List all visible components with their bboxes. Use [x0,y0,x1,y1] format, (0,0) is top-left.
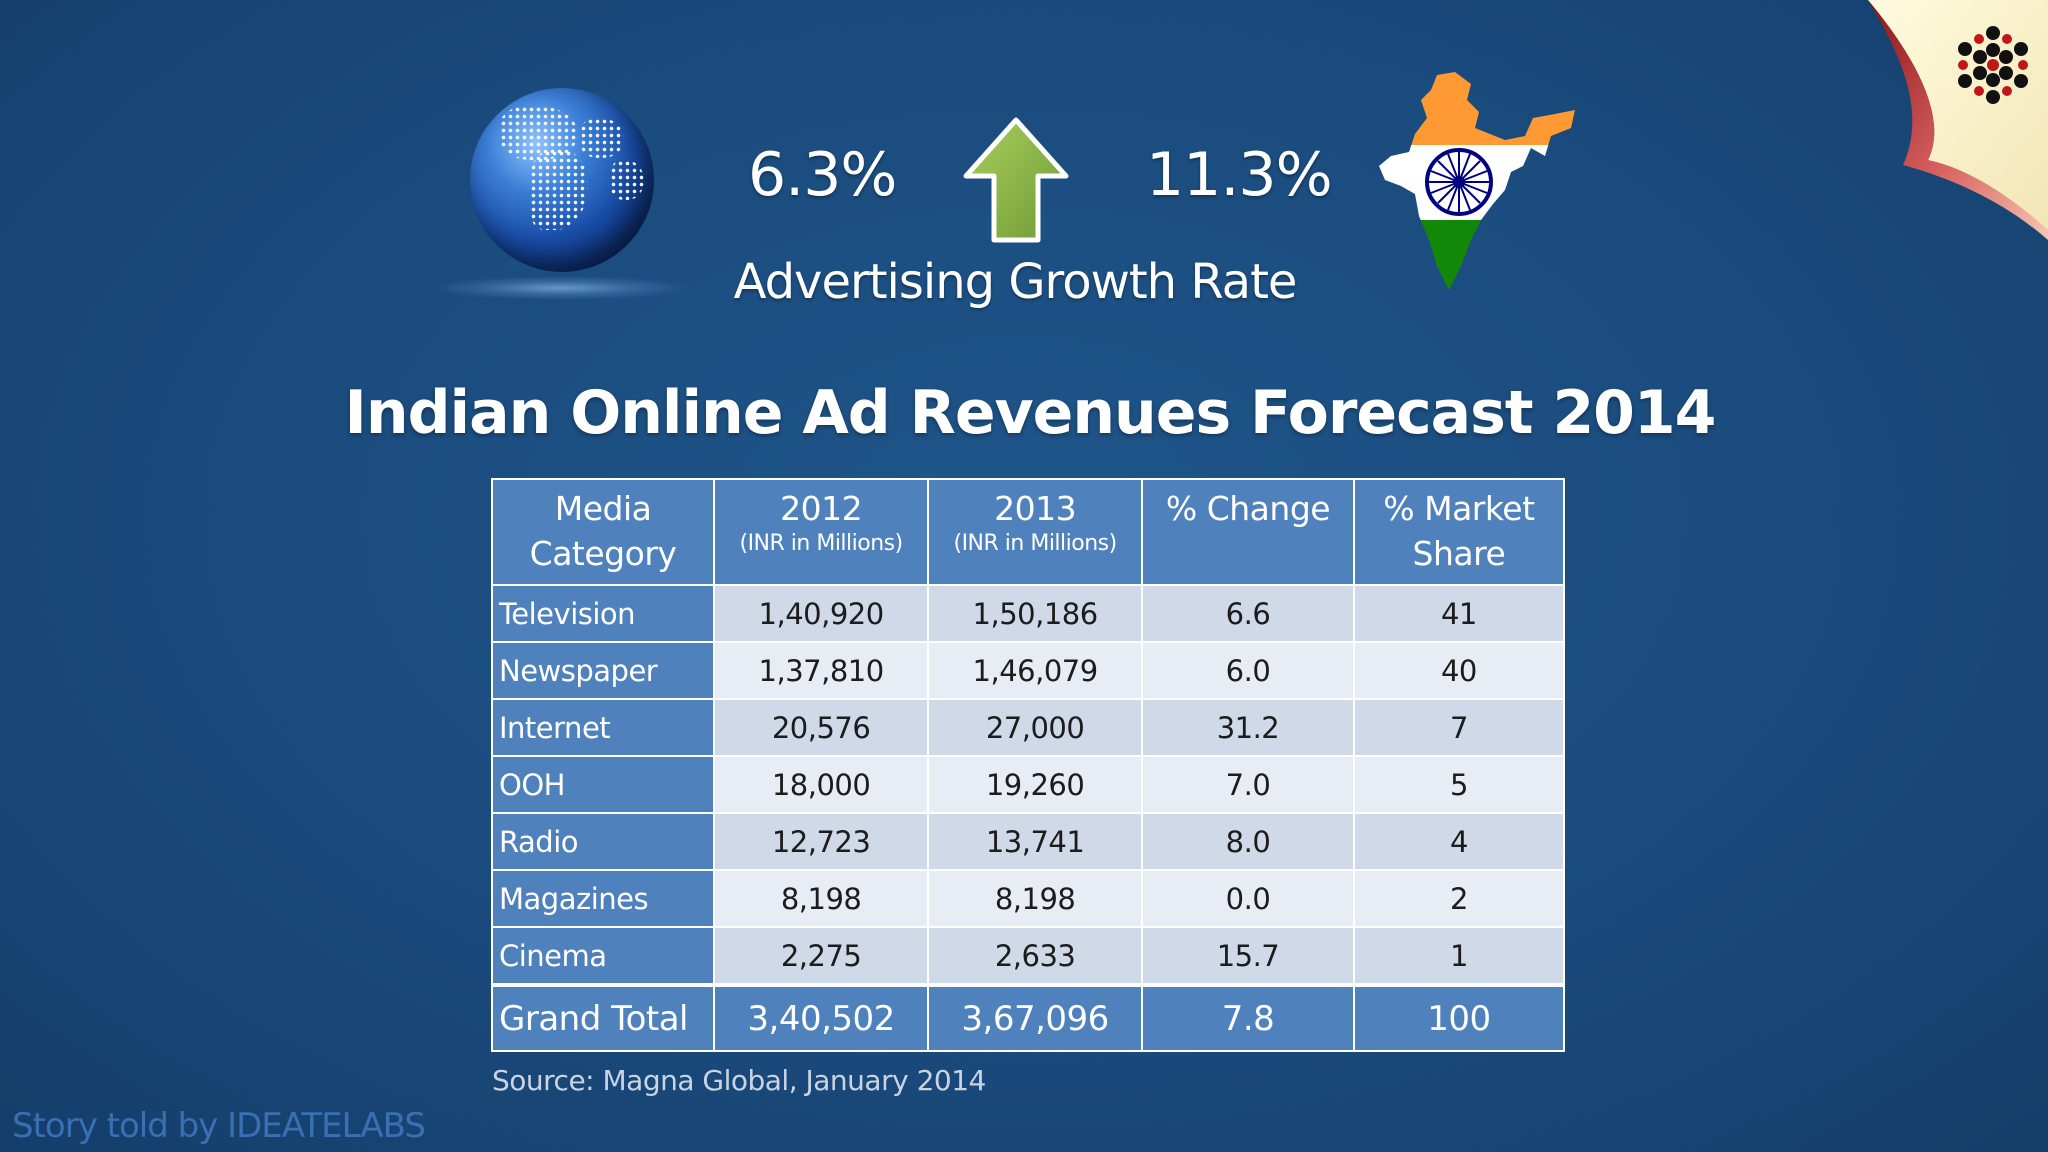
page-curl-logo [1868,0,2048,240]
table-cell-share: 7 [1352,698,1566,757]
column-header-line: 2012 [780,489,863,528]
table-cell-change: 7.0 [1141,755,1355,814]
column-header-line: Share [1412,534,1506,573]
table-cell-change: 0.0 [1141,869,1355,928]
source-note: Source: Magna Global, January 2014 [492,1064,986,1097]
column-header: % Change [1141,478,1355,586]
table-cell-share: 41 [1352,584,1566,643]
table-cell-change: 8.0 [1141,812,1355,871]
table-cell-2013: 27,000 [927,698,1144,757]
column-header-line: % Change [1165,489,1331,528]
india-map-icon [1379,72,1575,290]
growth-rate-label: Advertising Growth Rate [733,254,1298,310]
table-cell-2013: 8,198 [927,869,1144,928]
table-cell-2012: 1,40,920 [713,584,930,643]
table-cell-category: Radio [490,812,716,871]
table-row: Radio 12,723 13,741 8.0 4 [490,812,1566,871]
table-cell-category: Magazines [490,869,716,928]
table-cell-change: 31.2 [1141,698,1355,757]
table-cell-2013: 13,741 [927,812,1144,871]
table-row: Internet 20,576 27,000 31.2 7 [490,698,1566,757]
table-row: OOH 18,000 19,260 7.0 5 [490,755,1566,814]
table-row: Television 1,40,920 1,50,186 6.6 41 [490,584,1566,643]
table-cell-category: Internet [490,698,716,757]
column-header-unit: (INR in Millions) [953,531,1117,556]
grand-total-row: Grand Total 3,40,502 3,67,096 7.8 100 [490,983,1566,1052]
table-cell-2012: 20,576 [713,698,930,757]
table-cell-2013: 1,50,186 [927,584,1144,643]
table-cell-2013: 1,46,079 [927,641,1144,700]
table-cell-2013: 19,260 [927,755,1144,814]
table-cell-change: 7.8 [1141,983,1355,1052]
india-growth-value: 11.3% [1146,140,1333,210]
table-cell-2012: 8,198 [713,869,930,928]
ideatelabs-logo-icon [1958,26,2028,104]
table-cell-2012: 3,40,502 [713,983,930,1052]
table-cell-category: Cinema [490,926,716,986]
world-growth-value: 6.3% [748,140,897,210]
table-cell-share: 100 [1352,983,1566,1052]
table-cell-share: 4 [1352,812,1566,871]
table-cell-change: 15.7 [1141,926,1355,986]
table-cell-share: 1 [1352,926,1566,986]
column-header: 2013 (INR in Millions) [927,478,1144,586]
table-cell-category: Newspaper [490,641,716,700]
globe-icon [430,80,690,300]
column-header-line: Media [554,489,652,528]
table-cell-2013: 2,633 [927,926,1144,986]
chart-title: Indian Online Ad Revenues Forecast 2014 [344,378,1717,448]
table-cell-category: OOH [490,755,716,814]
table-row: Newspaper 1,37,810 1,46,079 6.0 40 [490,641,1566,700]
table-header-row: Media Category 2012 (INR in Millions) 20… [490,478,1566,586]
table-cell-change: 6.6 [1141,584,1355,643]
table-row: Magazines 8,198 8,198 0.0 2 [490,869,1566,928]
table-cell-category: Grand Total [490,983,716,1052]
column-header: % Market Share [1352,478,1566,586]
up-arrow-icon [963,117,1069,243]
column-header: 2012 (INR in Millions) [713,478,930,586]
column-header: Media Category [490,478,716,586]
table-row: Cinema 2,275 2,633 15.7 1 [490,926,1566,986]
column-header-line: % Market [1383,489,1535,528]
credit-text: Story told by IDEATELABS [12,1106,426,1146]
table-cell-2012: 18,000 [713,755,930,814]
table-cell-2012: 12,723 [713,812,930,871]
column-header-line: Category [529,534,677,573]
table-cell-2012: 2,275 [713,926,930,986]
table-cell-category: Television [490,584,716,643]
column-header-line: 2013 [994,489,1077,528]
ad-revenue-table: Media Category 2012 (INR in Millions) 20… [490,478,1566,1052]
table-cell-share: 5 [1352,755,1566,814]
table-cell-share: 2 [1352,869,1566,928]
table-cell-change: 6.0 [1141,641,1355,700]
table-cell-2012: 1,37,810 [713,641,930,700]
table-cell-2013: 3,67,096 [927,983,1144,1052]
column-header-unit: (INR in Millions) [739,531,903,556]
table-cell-share: 40 [1352,641,1566,700]
